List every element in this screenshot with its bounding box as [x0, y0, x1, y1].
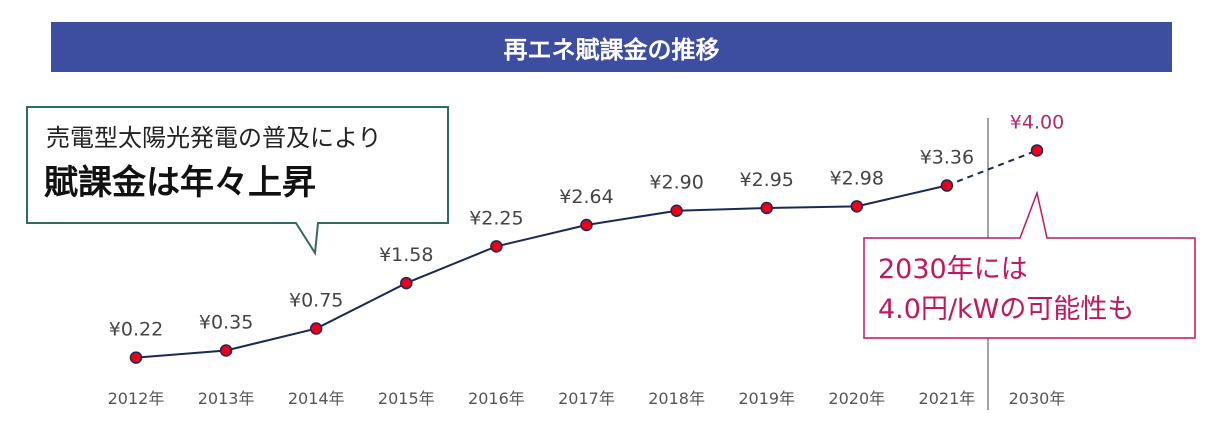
- data-point-2020年: [850, 200, 864, 213]
- left-callout-bubble: [26, 106, 449, 256]
- data-series: [135, 149, 1038, 359]
- x-axis-ticks: 2012年 2013年 2014年 2015年 2016年 2017年 2018年 2019年…: [108, 389, 1066, 408]
- left-callout: 売電型太陽光発電の普及により 賦課金は年々上昇: [26, 106, 449, 256]
- data-point-2021年: [940, 179, 954, 192]
- right-callout: 2030年には 4.0円/kWの可能性も: [863, 190, 1196, 339]
- x-tick-label-2030年: 2030年: [1009, 389, 1066, 408]
- x-tick-label-2014年: 2014年: [288, 389, 345, 408]
- value-label-2017年: ¥2.64: [559, 186, 613, 208]
- data-point-2012年: [129, 351, 143, 364]
- left-callout-line2: 賦課金は年々上昇: [44, 163, 316, 203]
- right-callout-line1: 2030年には: [878, 254, 1028, 285]
- chart-title-banner: 再エネ賦課金の推移: [51, 22, 1172, 72]
- x-tick-label-2012年: 2012年: [108, 389, 165, 408]
- x-tick-label-2019年: 2019年: [738, 389, 795, 408]
- data-point-2016年: [490, 240, 503, 253]
- value-label-2015年: ¥1.58: [379, 244, 433, 266]
- value-label-2014年: ¥0.75: [289, 290, 343, 312]
- chart-title: 再エネ賦課金の推移: [503, 35, 720, 64]
- x-tick-label-2017年: 2017年: [558, 389, 615, 408]
- x-tick-label-2013年: 2013年: [198, 389, 255, 408]
- right-callout-bubble: [863, 190, 1196, 339]
- value-label-2020年: ¥2.98: [830, 167, 884, 189]
- data-point-2014年: [309, 322, 323, 335]
- data-points: [129, 144, 1044, 364]
- value-label-2013年: ¥0.35: [199, 311, 253, 333]
- series-line-projected: [946, 149, 1038, 187]
- value-label-2012年: ¥0.22: [109, 319, 163, 341]
- data-point-2015年: [400, 276, 413, 290]
- value-labels: ¥0.22 ¥0.35 ¥0.75 ¥1.58 ¥2.25 ¥2.64 ¥2.90 ¥2.95…: [109, 111, 1064, 340]
- x-tick-label-2020年: 2020年: [828, 389, 885, 408]
- series-line-actual: [135, 184, 948, 359]
- x-tick-label-2018年: 2018年: [648, 389, 705, 408]
- x-tick-label-2021年: 2021年: [919, 389, 976, 408]
- value-label-2030年: ¥4.00: [1010, 111, 1064, 133]
- data-point-2030年: [1030, 144, 1044, 157]
- data-point-2017年: [580, 218, 593, 232]
- value-label-2016年: ¥2.25: [469, 207, 523, 229]
- data-point-2013年: [219, 344, 233, 357]
- left-callout-line1: 売電型太陽光発電の普及により: [46, 124, 382, 152]
- data-point-2019年: [760, 201, 773, 215]
- value-label-2018年: ¥2.90: [649, 172, 703, 194]
- x-tick-label-2016年: 2016年: [468, 389, 525, 408]
- right-callout-line2: 4.0円/kWの可能性も: [878, 294, 1134, 325]
- x-tick-label-2015年: 2015年: [378, 389, 435, 408]
- value-label-2019年: ¥2.95: [739, 169, 793, 191]
- value-label-2021年: ¥3.36: [920, 147, 974, 169]
- data-point-2018年: [670, 204, 683, 217]
